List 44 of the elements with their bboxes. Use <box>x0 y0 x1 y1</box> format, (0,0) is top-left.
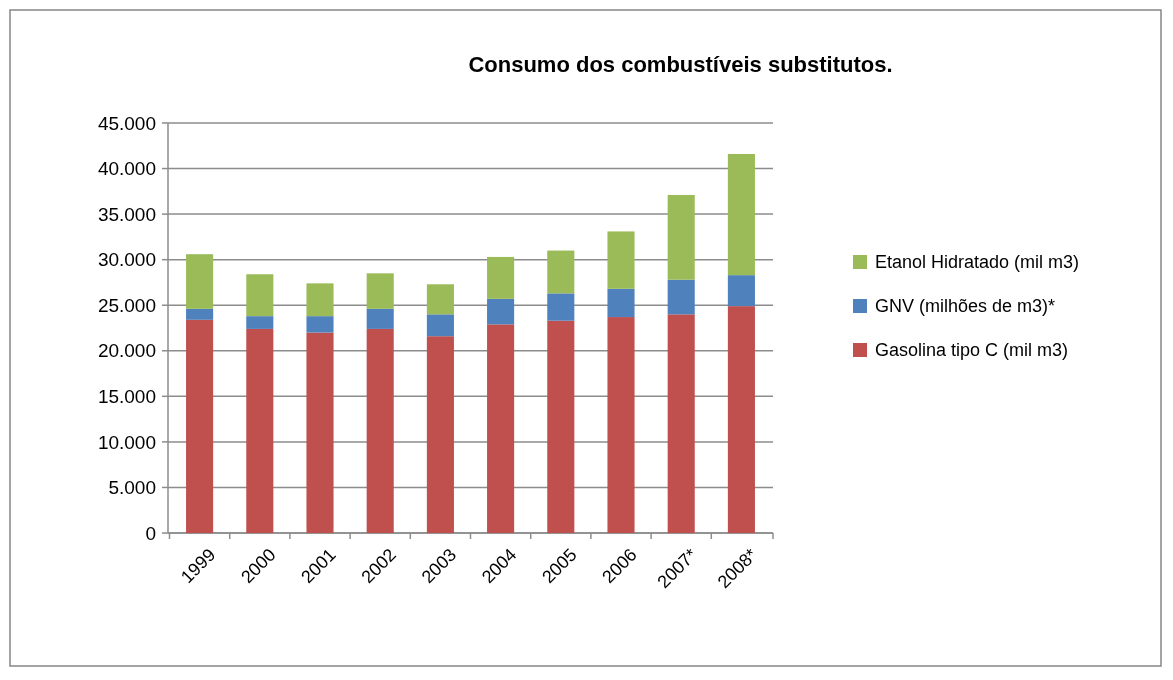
bar <box>487 256 515 299</box>
bar <box>487 324 515 533</box>
y-tick-label: 25.000 <box>97 294 156 316</box>
bar <box>246 328 274 533</box>
legend-label: Etanol Hidratado (mil m3) <box>875 252 1080 273</box>
y-tick-label: 45.000 <box>97 112 156 134</box>
bar <box>727 275 755 307</box>
bar <box>667 279 695 315</box>
bar <box>186 319 214 533</box>
bar <box>306 316 334 333</box>
y-tick-label: 10.000 <box>97 431 156 453</box>
bar <box>306 283 334 317</box>
bar <box>487 298 515 325</box>
bar <box>246 316 274 329</box>
y-tick-label: 5.000 <box>108 477 156 499</box>
bar <box>727 153 755 276</box>
bar <box>667 314 695 533</box>
bar <box>186 254 214 309</box>
bar <box>607 317 635 533</box>
legend-label: GNV (milhões de m3)* <box>875 296 1056 317</box>
bar <box>306 332 334 533</box>
bar <box>426 314 454 337</box>
bar <box>426 284 454 315</box>
bar <box>426 336 454 533</box>
bar <box>727 306 755 533</box>
bar <box>607 288 635 318</box>
bar <box>547 293 575 321</box>
bar <box>547 320 575 533</box>
y-tick-label: 40.000 <box>97 158 156 180</box>
chart-title: Consumo dos combustíveis substitutos. <box>468 52 893 77</box>
bar <box>366 308 394 329</box>
y-tick-label: 30.000 <box>97 249 156 271</box>
y-tick-label: 20.000 <box>97 340 156 362</box>
bar <box>246 274 274 317</box>
bar <box>547 250 575 294</box>
bar <box>667 194 695 280</box>
y-tick-label: 0 <box>145 522 156 544</box>
bar <box>186 308 214 320</box>
legend-label: Gasolina tipo C (mil m3) <box>875 340 1069 361</box>
bar <box>366 273 394 309</box>
y-tick-label: 15.000 <box>97 385 156 407</box>
bar <box>607 231 635 289</box>
bar <box>366 328 394 533</box>
y-tick-label: 35.000 <box>97 203 156 225</box>
